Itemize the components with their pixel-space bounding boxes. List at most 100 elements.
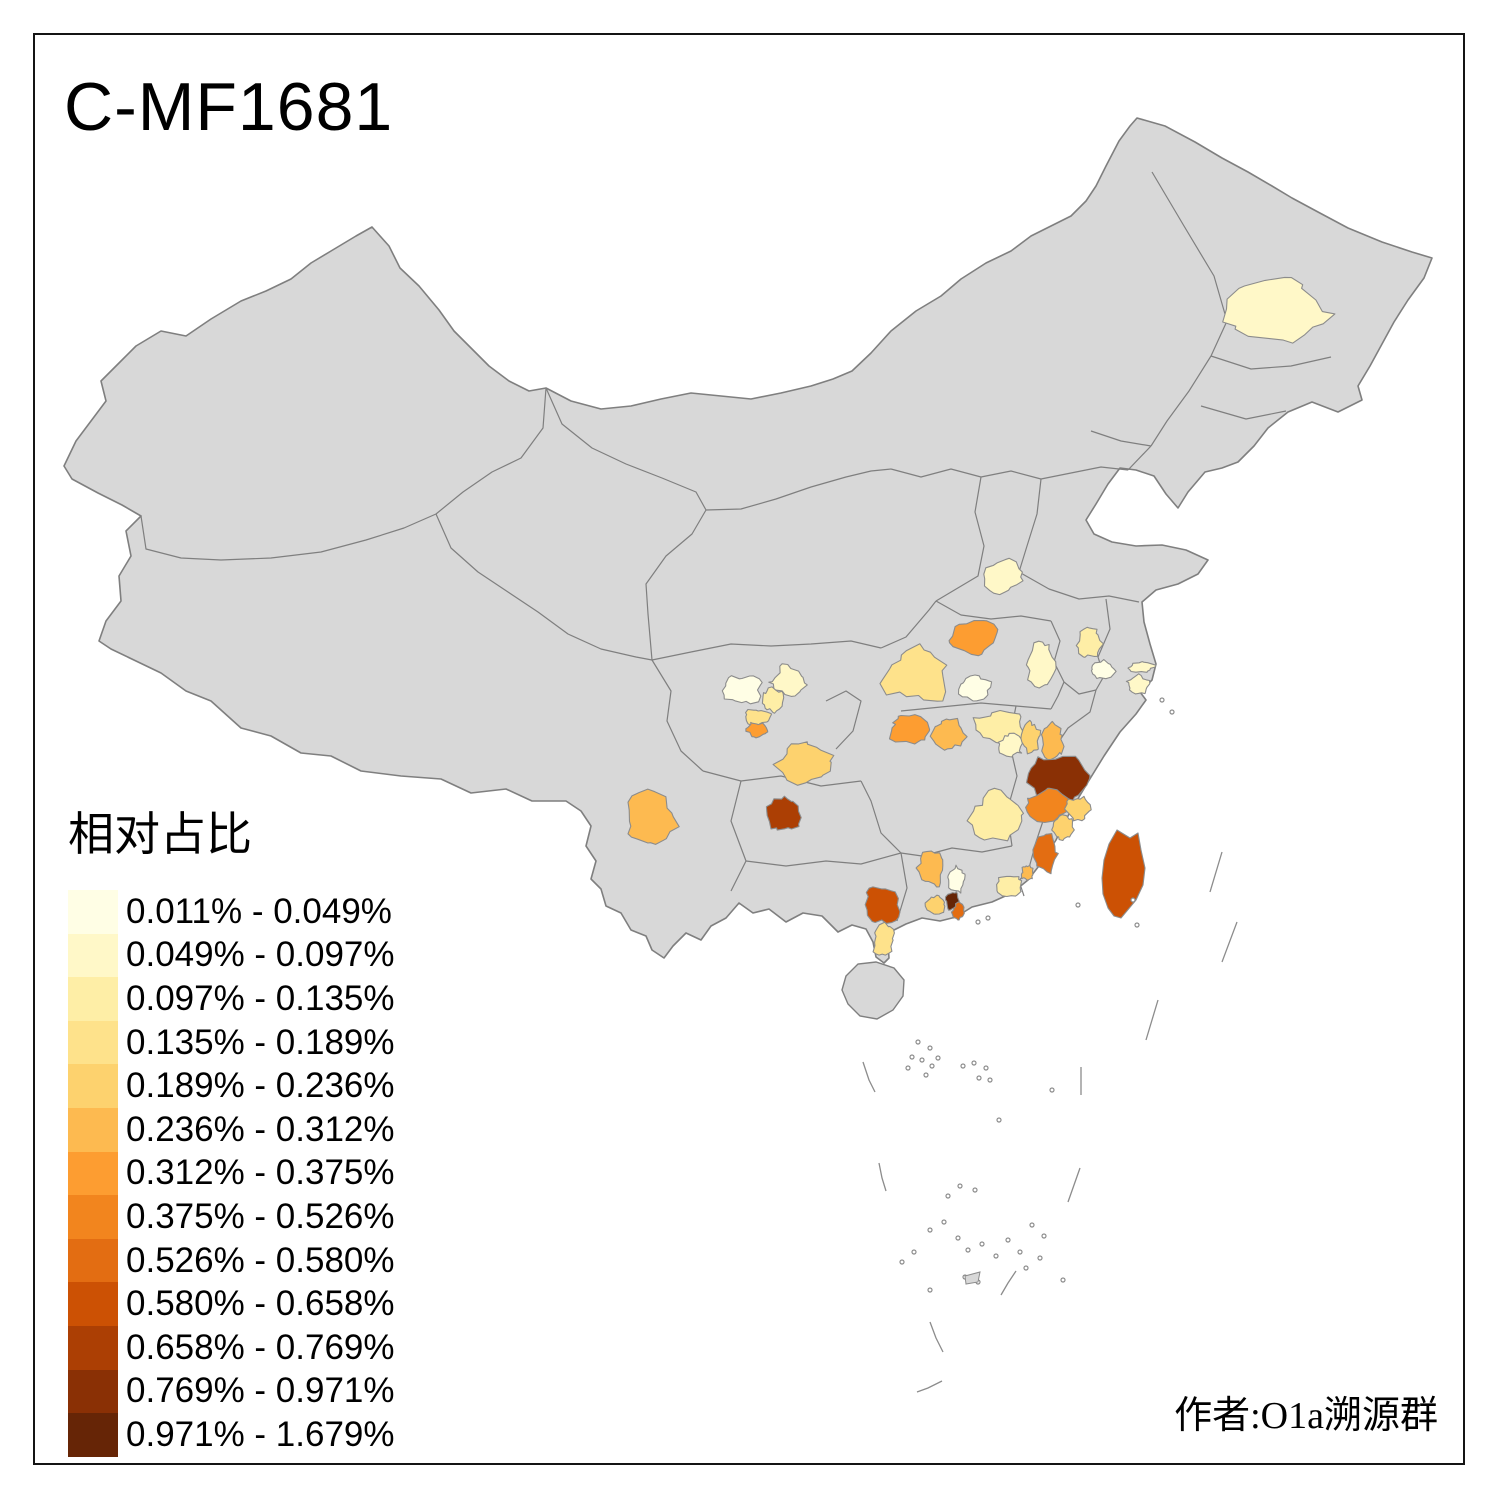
province-border-15 [900, 702, 1052, 712]
islet-17 [945, 1193, 951, 1199]
islet-16 [957, 1183, 963, 1189]
legend-label-3: 0.097% - 0.135% [126, 978, 395, 1018]
page-title: C-MF1681 [64, 69, 394, 145]
province-border-20 [896, 852, 908, 922]
china-mainland-shape [63, 117, 1433, 964]
map-region-r08 [1090, 658, 1117, 680]
map-region-r12 [768, 663, 808, 697]
islet-40 [1134, 922, 1140, 928]
legend-label-4: 0.135% - 0.189% [126, 1022, 395, 1062]
legend-label-9: 0.526% - 0.580% [126, 1240, 395, 1280]
map-region-r02 [983, 557, 1024, 596]
islet-43 [1075, 902, 1081, 908]
map-region-r35 [947, 864, 966, 894]
map-region-r34 [924, 894, 946, 915]
legend-swatch-6 [68, 1107, 118, 1152]
province-border-1 [140, 387, 547, 561]
islet-6 [905, 1065, 911, 1071]
islet-36 [1060, 1277, 1066, 1283]
legend-swatch-8 [68, 1195, 118, 1239]
legend-swatch-13 [68, 1413, 118, 1457]
islet-12 [976, 1075, 982, 1081]
islet-4 [919, 1057, 925, 1063]
map-region-r18 [765, 795, 802, 831]
province-border-25 [651, 659, 704, 772]
province-border-17 [1050, 681, 1065, 710]
islet-21 [955, 1235, 961, 1241]
legend-swatch-7 [68, 1151, 118, 1196]
map-region-r32 [1020, 864, 1034, 881]
island-chain-1 [1209, 851, 1223, 893]
map-region-r01 [1222, 276, 1336, 344]
province-border-9 [935, 476, 985, 602]
island-chain-6 [878, 1162, 887, 1192]
south-china-sea-islets [862, 697, 1238, 1393]
map-region-r19 [888, 714, 931, 745]
islet-19 [927, 1227, 933, 1233]
province-border-29 [1210, 355, 1332, 370]
map-region-r15 [745, 721, 769, 739]
colored-prefecture-regions [627, 276, 1336, 956]
map-region-taiwan [1101, 829, 1146, 919]
map-region-r13 [761, 686, 785, 714]
province-border-10 [1018, 478, 1042, 573]
province-border-5 [890, 466, 1129, 480]
province-border-24 [745, 852, 902, 867]
islet-32 [899, 1259, 905, 1265]
legend-label-13: 0.971% - 1.679% [126, 1414, 395, 1454]
legend-swatch-10 [68, 1282, 118, 1326]
legend-label-8: 0.375% - 0.526% [126, 1196, 395, 1236]
legend-label-10: 0.580% - 0.658% [126, 1284, 395, 1324]
map-region-r37 [950, 901, 965, 921]
islet-28 [1041, 1233, 1047, 1239]
map-region-r05 [957, 674, 993, 702]
province-border-21 [860, 780, 902, 854]
islet-7 [923, 1072, 929, 1078]
province-border-28 [1151, 171, 1228, 357]
map-region-r17 [627, 788, 680, 845]
island-chain-7 [1067, 1167, 1081, 1203]
islet-24 [993, 1253, 999, 1259]
map-region-r29 [966, 787, 1025, 842]
islet-27 [1029, 1222, 1035, 1228]
islet-15 [996, 1117, 1002, 1123]
islet-38 [1169, 709, 1175, 715]
islet-42 [985, 915, 991, 921]
island-chain-9 [929, 1321, 944, 1353]
legend-label-7: 0.312% - 0.375% [126, 1153, 395, 1193]
islet-20 [941, 1219, 947, 1225]
province-border-19 [900, 845, 1013, 857]
province-border-14 [1063, 681, 1097, 695]
islet-41 [975, 919, 981, 925]
map-region-r22 [997, 732, 1025, 758]
legend-label-5: 0.189% - 0.236% [126, 1066, 395, 1106]
province-border-31 [1200, 405, 1287, 420]
map-region-r04 [879, 643, 948, 702]
legend-swatch-1 [68, 890, 118, 934]
islet-11 [983, 1065, 989, 1071]
map-region-r10 [1125, 673, 1151, 695]
map-region-r27 [1063, 795, 1092, 822]
map-region-r06 [1075, 626, 1105, 658]
province-border-8 [935, 600, 1052, 622]
islet-filled [964, 1271, 981, 1285]
legend-label-12: 0.769% - 0.971% [126, 1371, 395, 1411]
map-region-r26 [1025, 787, 1074, 824]
map-region-r31 [1032, 832, 1059, 875]
map-region-r24 [1040, 720, 1065, 762]
map-region-r16 [772, 741, 835, 786]
islet-35 [927, 1287, 933, 1293]
province-border-6 [651, 640, 882, 661]
legend-swatch-4 [68, 1020, 118, 1065]
legend: 相对占比 0.011% - 0.049% 0.049% - 0.097% 0.097… [68, 798, 395, 1457]
province-border-33 [1127, 445, 1152, 471]
islet-23 [979, 1241, 985, 1247]
islet-25 [1005, 1237, 1011, 1243]
legend-color-bar [68, 890, 118, 1457]
islet-1 [915, 1039, 921, 1045]
islet-13 [987, 1077, 993, 1083]
islet-2 [927, 1045, 933, 1051]
province-border-12 [1050, 620, 1065, 683]
map-region-r09 [1127, 661, 1157, 673]
